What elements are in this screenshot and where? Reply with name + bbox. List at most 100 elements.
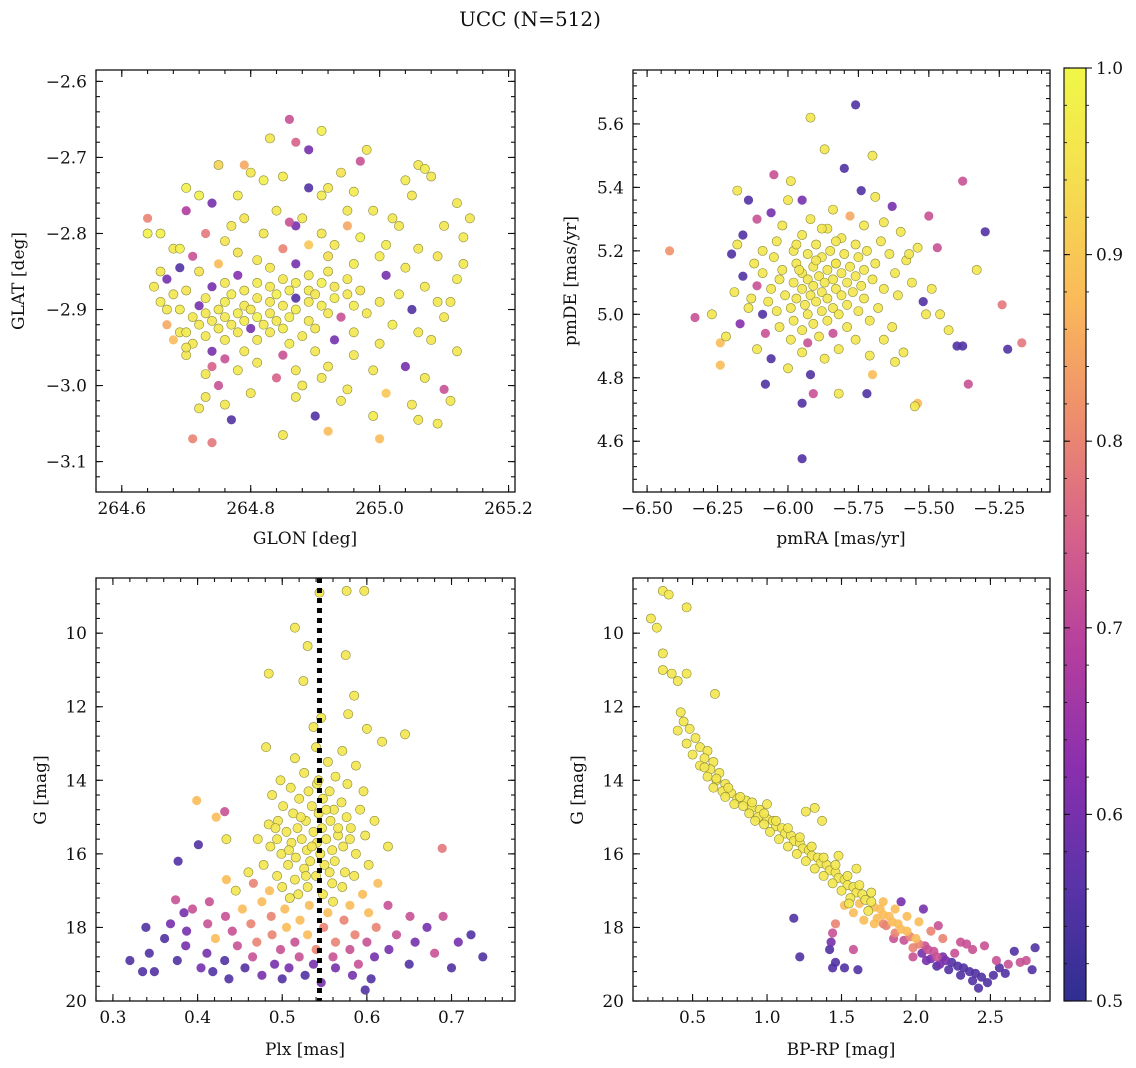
colorbar-tick-label: 0.5 bbox=[1096, 992, 1123, 1012]
data-point bbox=[439, 312, 449, 322]
data-point bbox=[729, 287, 740, 297]
data-point bbox=[684, 723, 695, 734]
data-point bbox=[850, 239, 861, 250]
data-point bbox=[833, 344, 844, 355]
data-point bbox=[368, 205, 379, 216]
data-point bbox=[410, 937, 420, 947]
data-point bbox=[149, 967, 159, 977]
data-point bbox=[914, 917, 924, 927]
data-point bbox=[902, 926, 912, 936]
y-tick-label: 18 bbox=[65, 918, 87, 938]
data-point bbox=[323, 361, 333, 372]
data-point bbox=[926, 926, 936, 936]
data-point bbox=[343, 709, 354, 719]
data-point bbox=[302, 882, 313, 892]
data-point bbox=[374, 251, 385, 262]
data-point bbox=[348, 350, 359, 360]
data-point bbox=[213, 304, 224, 315]
data-point bbox=[284, 893, 295, 903]
data-point bbox=[295, 915, 305, 925]
data-point bbox=[277, 171, 288, 182]
x-tick-label: 0.7 bbox=[438, 1008, 465, 1028]
data-point bbox=[232, 327, 243, 338]
data-point bbox=[651, 622, 662, 633]
data-point bbox=[825, 245, 836, 256]
data-point bbox=[795, 952, 805, 962]
data-point bbox=[323, 266, 333, 277]
data-point bbox=[690, 733, 701, 743]
data-point bbox=[935, 959, 945, 969]
data-point bbox=[711, 773, 722, 784]
data-point bbox=[327, 845, 338, 856]
data-point bbox=[859, 220, 869, 231]
data-point bbox=[381, 239, 391, 250]
data-point bbox=[938, 933, 948, 944]
data-point bbox=[277, 882, 288, 892]
data-point bbox=[445, 296, 456, 307]
data-point bbox=[207, 315, 217, 326]
data-point bbox=[413, 243, 424, 254]
data-point bbox=[248, 952, 258, 962]
data-point bbox=[252, 937, 262, 947]
data-point bbox=[257, 970, 267, 980]
data-point bbox=[141, 922, 151, 933]
data-point bbox=[360, 985, 370, 995]
data-point bbox=[303, 315, 314, 326]
data-point bbox=[239, 346, 250, 357]
data-point bbox=[907, 277, 917, 288]
data-point bbox=[991, 955, 1002, 966]
data-point bbox=[333, 823, 343, 833]
data-point bbox=[1030, 943, 1040, 953]
data-point bbox=[291, 137, 301, 147]
y-axis-label: GLAT [deg] bbox=[9, 232, 29, 330]
data-point bbox=[181, 327, 192, 338]
y-tick-label: 20 bbox=[65, 992, 87, 1012]
data-point bbox=[878, 897, 888, 907]
data-point bbox=[347, 970, 358, 980]
data-point bbox=[310, 346, 321, 357]
data-point bbox=[377, 736, 387, 747]
data-point bbox=[887, 322, 898, 332]
data-point bbox=[789, 913, 799, 923]
data-point bbox=[271, 315, 282, 326]
colorbar-ticks: 0.5 0.6 0.7 0.8 0.9 1.0 bbox=[1064, 59, 1123, 1012]
data-point bbox=[1009, 946, 1019, 956]
x-tick-label: 265.0 bbox=[355, 499, 404, 519]
data-point bbox=[785, 334, 796, 345]
data-point bbox=[340, 650, 351, 661]
data-point bbox=[926, 283, 937, 294]
data-point bbox=[971, 264, 982, 275]
data-point bbox=[303, 270, 314, 281]
data-point bbox=[310, 411, 320, 421]
data-point bbox=[267, 930, 277, 940]
data-point bbox=[924, 211, 934, 221]
data-point bbox=[844, 898, 854, 909]
data-point bbox=[350, 760, 361, 771]
data-point bbox=[310, 289, 321, 300]
data-point bbox=[797, 230, 807, 240]
data-point bbox=[850, 271, 861, 282]
data-point bbox=[466, 930, 476, 940]
data-point bbox=[690, 312, 700, 323]
x-tick-label: 1.0 bbox=[754, 1008, 781, 1028]
colorbar-tick-label: 1.0 bbox=[1096, 59, 1123, 79]
x-tick-label: 0.3 bbox=[99, 1008, 126, 1028]
data-point bbox=[329, 281, 340, 292]
data-point bbox=[181, 182, 192, 193]
data-point bbox=[194, 319, 204, 330]
x-tick-label: 0.4 bbox=[184, 1008, 211, 1028]
data-point bbox=[400, 262, 411, 273]
data-point bbox=[997, 300, 1007, 310]
data-point bbox=[720, 792, 731, 802]
data-point bbox=[172, 955, 182, 966]
data-point bbox=[252, 293, 263, 303]
y-tick-label: 10 bbox=[602, 624, 624, 644]
data-point bbox=[394, 289, 404, 300]
data-point bbox=[774, 322, 785, 332]
data-point bbox=[797, 347, 807, 358]
data-point bbox=[329, 856, 340, 867]
data-point bbox=[290, 852, 301, 863]
x-tick-label: 2.5 bbox=[977, 1008, 1004, 1028]
data-point bbox=[715, 360, 725, 370]
data-point bbox=[976, 972, 987, 982]
